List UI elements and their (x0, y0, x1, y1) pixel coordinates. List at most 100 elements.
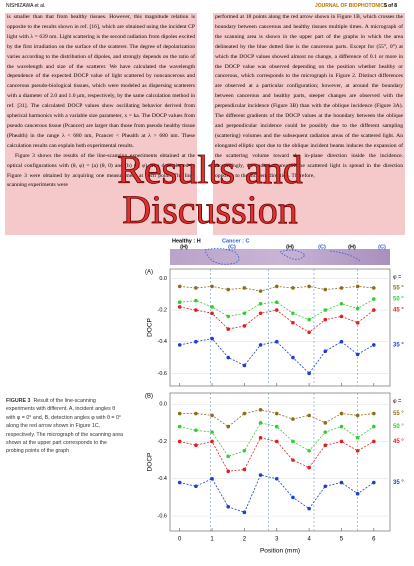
data-point (178, 481, 182, 485)
data-point (259, 436, 263, 440)
data-point (356, 285, 360, 289)
y-tick-label: 0.0 (159, 276, 167, 282)
data-point (340, 425, 344, 429)
data-point (307, 507, 311, 511)
data-point (259, 311, 263, 315)
series-line (180, 339, 374, 374)
y-tick-label: -0.4 (158, 476, 167, 482)
data-point (243, 286, 247, 290)
data-point (226, 470, 230, 474)
legend-title: φ = (393, 274, 401, 280)
data-point (275, 300, 279, 304)
data-point (194, 443, 198, 447)
data-point (210, 440, 214, 444)
data-point (259, 343, 263, 347)
data-point (307, 449, 311, 453)
data-point (275, 477, 279, 481)
data-point (275, 308, 279, 312)
data-point (340, 481, 344, 485)
data-point (356, 492, 360, 496)
data-point (372, 425, 376, 429)
data-point (226, 455, 230, 459)
data-point (275, 412, 279, 416)
data-point (194, 308, 198, 312)
y-axis-label: DOCP (147, 318, 154, 337)
data-point (372, 412, 376, 416)
data-point (323, 421, 327, 425)
data-point (372, 343, 376, 347)
micrograph-label: (C) (378, 244, 386, 250)
data-point (307, 318, 311, 322)
micrograph-label: (C) (228, 244, 236, 250)
x-tick-label: 0 (178, 537, 182, 543)
data-point (275, 425, 279, 429)
data-point (259, 408, 263, 412)
data-point (291, 311, 295, 315)
data-point (210, 285, 214, 289)
panel-label: (A) (145, 270, 153, 276)
micrograph (170, 249, 390, 265)
x-tick-label: 3 (275, 537, 279, 543)
data-point (226, 356, 230, 360)
data-point (259, 473, 263, 477)
data-point (323, 443, 327, 447)
x-tick-label: 1 (210, 537, 214, 543)
legend-entry: 50 ° (393, 297, 404, 303)
data-point (291, 286, 295, 290)
micrograph-label: (H) (348, 244, 356, 250)
data-point (291, 458, 295, 462)
paragraph: is smaller than that from healthy tissue… (7, 13, 195, 152)
data-point (178, 425, 182, 429)
data-point (259, 421, 263, 425)
data-point (210, 311, 214, 315)
y-tick-label: 0.0 (159, 402, 167, 408)
data-point (307, 414, 311, 418)
data-point (194, 428, 198, 432)
data-point (194, 484, 198, 488)
data-point (243, 511, 247, 515)
data-point (307, 285, 311, 289)
data-point (323, 349, 327, 353)
y-tick-label: -0.2 (158, 439, 167, 445)
data-point (356, 436, 360, 440)
journal-name: JOURNAL OF BIOPHOTONICS (315, 3, 387, 9)
data-point (356, 321, 360, 325)
data-point (372, 297, 376, 301)
data-point (356, 414, 360, 418)
data-point (291, 356, 295, 360)
legend-entry: 55 ° (393, 411, 404, 417)
data-point (291, 496, 295, 500)
data-point (323, 308, 327, 312)
data-point (340, 302, 344, 306)
page-number: 5 of 8 (384, 3, 397, 9)
data-point (194, 412, 198, 416)
data-point (259, 289, 263, 293)
data-point (340, 286, 344, 290)
data-point (226, 505, 230, 509)
section-title: Results and Discussion (70, 150, 350, 230)
data-point (226, 315, 230, 319)
data-point (275, 440, 279, 444)
legend-entry: 50 ° (393, 424, 404, 430)
data-point (291, 321, 295, 325)
y-tick-label: -0.2 (158, 308, 167, 314)
micrograph-label: (H) (286, 244, 294, 250)
data-point (275, 285, 279, 289)
y-tick-label: -0.6 (158, 514, 167, 520)
data-point (178, 412, 182, 416)
data-point (178, 285, 182, 289)
data-point (243, 412, 247, 416)
data-point (323, 430, 327, 434)
data-point (243, 364, 247, 368)
legend-entry: 35 ° (393, 480, 404, 486)
data-point (291, 417, 295, 421)
y-tick-label: -0.6 (158, 371, 167, 377)
data-point (372, 286, 376, 290)
data-point (194, 286, 198, 290)
data-point (356, 449, 360, 453)
data-point (356, 353, 360, 357)
data-point (307, 372, 311, 376)
legend-entry: 35 ° (393, 342, 404, 348)
x-axis-label: Position (mm) (260, 548, 300, 555)
